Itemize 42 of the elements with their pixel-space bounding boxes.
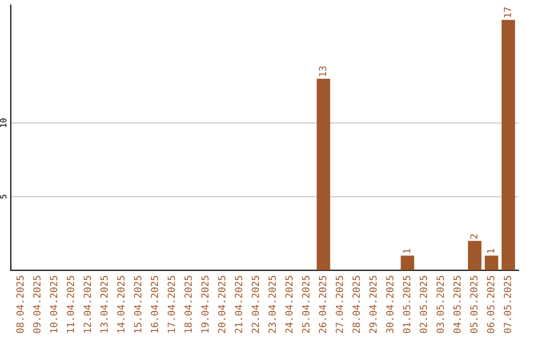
- x-tick-label: 11.04.2025: [66, 276, 74, 333]
- x-tick-label: 02.05.2025: [420, 276, 428, 334]
- x-tick-label: 23.04.2025: [268, 276, 276, 333]
- data-label: 17: [504, 7, 512, 18]
- x-tick-label: 14.04.2025: [117, 276, 125, 333]
- x-tick-label: 01.05.2025: [402, 276, 410, 334]
- data-label: 1: [487, 248, 494, 253]
- x-tick-label: 19.04.2025: [201, 276, 209, 333]
- y-tick-label: 5: [0, 194, 6, 199]
- x-tick-label: 16.04.2025: [150, 276, 158, 333]
- bar: [316, 78, 330, 270]
- x-tick-label: 22.04.2025: [252, 276, 260, 333]
- bar: [400, 256, 414, 270]
- x-tick-label: 28.04.2025: [352, 276, 360, 333]
- x-tick-label: 20.04.2025: [218, 276, 226, 333]
- data-label: 13: [318, 66, 326, 76]
- bar: [502, 20, 516, 270]
- x-tick-label: 18.04.2025: [184, 276, 192, 333]
- x-tick-label: 06.05.2025: [487, 276, 494, 334]
- x-tick-label: 30.04.2025: [386, 276, 394, 334]
- bar: [484, 256, 498, 270]
- x-tick-label: 15.04.2025: [134, 276, 142, 333]
- x-tick-label: 27.04.2025: [336, 276, 344, 333]
- x-tick-label: 05.05.2025: [470, 276, 478, 334]
- y-tick-label: 10: [0, 118, 6, 127]
- x-tick-label: 25.04.2025: [302, 276, 310, 333]
- x-tick-label: 09.04.2025: [33, 276, 41, 334]
- x-tick-label: 13.04.2025: [100, 276, 108, 333]
- x-tick-label: 04.05.2025: [453, 276, 461, 334]
- bar: [468, 240, 482, 270]
- x-tick-label: 10.04.2025: [50, 276, 58, 333]
- x-tick-label: 21.04.2025: [234, 276, 242, 333]
- x-tick-label: 24.04.2025: [285, 276, 293, 333]
- x-tick-label: 29.04.2025: [369, 276, 377, 333]
- x-tick-label: 12.04.2025: [84, 276, 91, 333]
- x-tick-label: 17.04.2025: [168, 276, 176, 333]
- data-label: 1: [403, 248, 410, 253]
- data-label: 2: [470, 234, 478, 239]
- x-tick-label: 07.05.2025: [504, 276, 512, 334]
- x-tick-label: 26.04.2025: [318, 276, 326, 333]
- x-tick-label: 03.05.2025: [436, 276, 444, 334]
- x-tick-label: 08.04.2025: [16, 276, 24, 334]
